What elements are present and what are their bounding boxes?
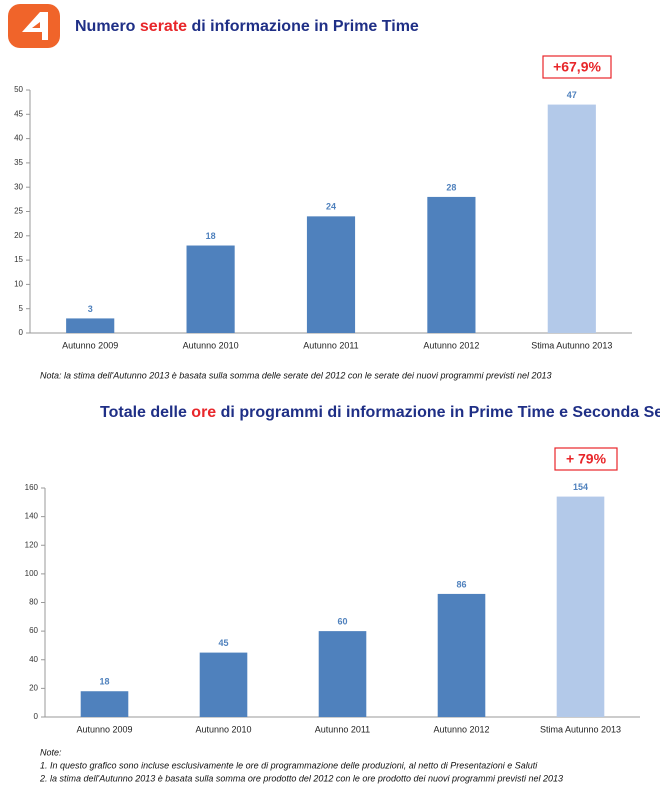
value-label: 45 [218,638,228,648]
value-label: 3 [88,304,93,314]
y-tick-label: 50 [14,85,23,94]
y-tick-label: 80 [29,598,38,607]
y-tick-label: 20 [14,231,23,240]
y-tick-label: 20 [29,683,38,692]
annotation: + 79% [566,451,607,467]
bar [547,104,596,333]
chart-title: Numero serate di informazione in Prime T… [75,18,419,35]
value-label: 154 [573,482,588,492]
y-tick-label: 100 [25,569,39,578]
y-tick-label: 30 [14,182,23,191]
value-label: 28 [446,182,456,192]
x-tick-label: Autunno 2009 [62,340,118,350]
y-tick-label: 15 [14,255,23,264]
value-label: 18 [206,231,216,241]
bar [318,631,367,717]
y-tick-label: 160 [25,483,39,492]
bar [306,216,356,333]
y-tick-label: 0 [34,712,39,721]
bar [437,593,486,717]
value-label: 60 [337,617,347,627]
y-tick-label: 0 [19,328,24,337]
value-label: 86 [456,579,466,589]
chart-title: Totale delle ore di programmi di informa… [100,404,660,421]
x-tick-label: Stima Autunno 2013 [531,340,612,350]
y-tick-label: 45 [14,109,23,118]
y-tick-label: 140 [25,512,39,521]
x-tick-label: Autunno 2011 [303,340,358,350]
x-tick-label: Autunno 2010 [195,724,251,734]
x-tick-label: Autunno 2009 [76,724,132,734]
y-tick-label: 25 [14,207,23,216]
note: 2. la stima dell'Autunno 2013 è basata s… [39,773,563,783]
bar [66,318,115,333]
x-tick-label: Stima Autunno 2013 [540,724,621,734]
x-tick-label: Autunno 2012 [433,724,489,734]
annotation-box [542,55,612,79]
note: Note: [40,747,62,757]
annotation-box [554,447,618,471]
bar [199,652,248,717]
x-tick-label: Autunno 2012 [423,340,479,350]
y-tick-label: 120 [25,540,39,549]
y-tick-label: 40 [29,655,38,664]
x-tick-label: Autunno 2010 [183,340,239,350]
y-tick-label: 10 [14,280,23,289]
logo [8,4,60,48]
bar [427,196,476,333]
y-tick-label: 40 [14,134,23,143]
y-tick-label: 35 [14,158,23,167]
value-label: 47 [567,90,577,100]
value-label: 24 [326,202,336,212]
x-tick-label: Autunno 2011 [315,724,370,734]
note: Nota: la stima dell'Autunno 2013 è basat… [40,370,552,380]
y-tick-label: 60 [29,626,38,635]
bar [186,245,235,333]
annotation: +67,9% [553,59,601,75]
bar [556,496,605,717]
y-tick-label: 5 [19,304,24,313]
bar [80,691,129,717]
note: 1. In questo grafico sono incluse esclus… [40,760,538,770]
value-label: 18 [99,677,109,687]
